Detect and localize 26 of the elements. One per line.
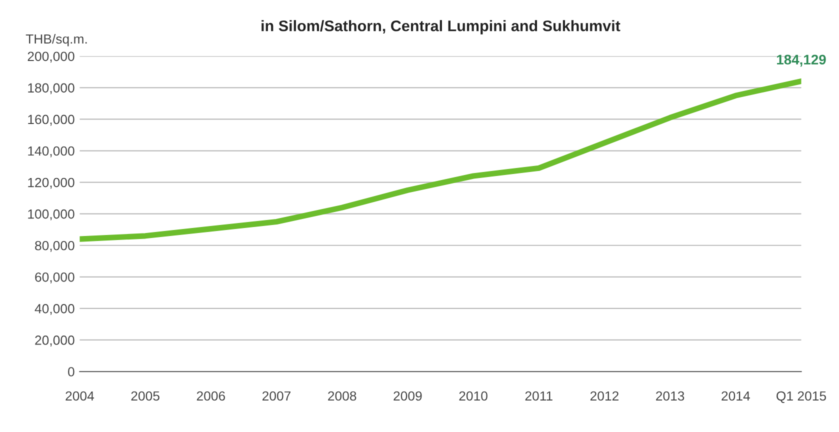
x-tick-label: Q1 2015 [776,391,826,404]
x-tick-label: 2011 [525,391,552,401]
x-tick-label: 2012 [590,391,618,401]
y-tick-label: 180,000 [28,83,74,94]
y-axis-title: THB/sq.m. [26,34,87,46]
y-tick-label: 40,000 [34,304,74,315]
y-tick-label: 120,000 [28,178,74,189]
x-tick-label: 2007 [262,391,291,401]
x-tick-label: 2005 [131,391,160,401]
y-tick-label: 60,000 [35,272,74,284]
y-tick-label: 160,000 [28,114,74,126]
y-tick-label: 200,000 [28,52,74,63]
y-tick-label: 80,000 [35,240,74,252]
x-tick-label: 2008 [328,391,356,401]
x-tick-label: 2009 [394,391,422,401]
data-label: 184,129 [777,54,826,67]
y-tick-label: 20,000 [35,336,74,346]
y-tick-label: 0 [68,367,74,376]
x-tick-label: 2006 [196,391,225,401]
y-tick-label: 100,000 [28,209,74,220]
x-tick-label: 2013 [656,391,684,401]
x-tick-label: 2014 [722,391,750,401]
x-tick-label: 2010 [459,391,488,401]
x-tick-label: 2004 [66,391,94,401]
y-tick-label: 140,000 [28,146,74,158]
chart-title: in Silom/Sathorn, Central Lumpini and Sukhumvit [262,20,620,34]
